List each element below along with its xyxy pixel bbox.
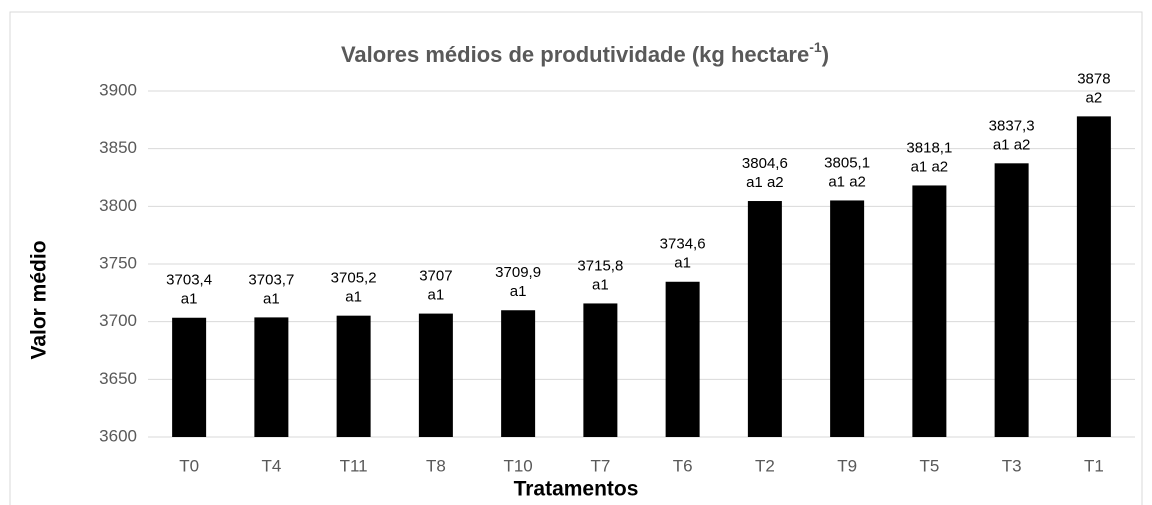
- x-tick-label: T4: [261, 456, 281, 475]
- x-tick-label: T8: [426, 456, 446, 475]
- group-label: a1: [345, 289, 362, 306]
- x-tick-label: T5: [919, 456, 939, 475]
- value-label: 3705,2: [331, 270, 377, 287]
- value-label: 3715,8: [577, 257, 623, 274]
- bar: [501, 310, 536, 437]
- y-tick-label: 3850: [99, 138, 137, 157]
- bar: [747, 201, 782, 437]
- title-text: Valores médios de produtividade (kg hect…: [341, 42, 809, 67]
- group-label: a1: [263, 290, 280, 307]
- value-label: 3703,7: [248, 271, 294, 288]
- group-label: a1 a2: [746, 174, 784, 191]
- chart-title: Valores médios de produtividade (kg hect…: [341, 39, 829, 67]
- x-tick-label: T9: [837, 456, 857, 475]
- group-label: a1: [181, 291, 198, 308]
- bar: [830, 200, 865, 437]
- x-tick-label: T0: [179, 456, 199, 475]
- x-tick-label: T10: [503, 456, 532, 475]
- x-tick-label: T3: [1002, 456, 1022, 475]
- group-label: a1: [592, 276, 609, 293]
- x-tick-label: T1: [1084, 456, 1104, 475]
- title-superscript: -1: [809, 39, 822, 55]
- group-label: a1 a2: [828, 173, 866, 190]
- group-label: a1: [674, 255, 691, 272]
- value-label: 3734,6: [660, 236, 706, 253]
- bar: [912, 185, 947, 437]
- group-label: a1 a2: [993, 136, 1031, 153]
- group-label: a2: [1086, 89, 1103, 106]
- y-axis-title: Valor médio: [28, 240, 51, 359]
- x-tick-label: T11: [340, 456, 368, 475]
- chart-border: [9, 11, 1143, 505]
- x-tick-label: T7: [590, 456, 610, 475]
- value-label: 3878: [1077, 70, 1110, 87]
- x-tick-label: T2: [755, 456, 775, 475]
- value-label: 3818,1: [906, 139, 952, 156]
- y-tick-label: 3900: [99, 80, 137, 99]
- bar: [994, 163, 1029, 437]
- bar: [172, 317, 207, 437]
- value-label: 3709,9: [495, 264, 541, 281]
- value-label: 3703,4: [166, 272, 212, 289]
- bar: [418, 313, 453, 437]
- y-tick-label: 3800: [99, 196, 137, 215]
- group-label: a1 a2: [911, 158, 949, 175]
- bar: [1076, 116, 1111, 437]
- bar: [665, 281, 700, 437]
- value-label: 3804,6: [742, 155, 788, 172]
- group-label: a1: [428, 287, 445, 304]
- y-tick-label: 3600: [99, 426, 137, 445]
- y-tick-label: 3750: [99, 253, 137, 272]
- bar: [254, 317, 289, 437]
- value-label: 3837,3: [989, 117, 1035, 134]
- y-tick-label: 3650: [99, 369, 137, 388]
- value-label: 3707: [419, 268, 452, 285]
- group-label: a1: [510, 283, 527, 300]
- value-label: 3805,1: [824, 154, 870, 171]
- x-axis-title: Tratamentos: [514, 478, 639, 501]
- bar: [583, 303, 618, 437]
- x-tick-label: T6: [673, 456, 693, 475]
- bar: [336, 315, 371, 437]
- title-end: ): [822, 42, 829, 67]
- y-tick-label: 3700: [99, 311, 137, 330]
